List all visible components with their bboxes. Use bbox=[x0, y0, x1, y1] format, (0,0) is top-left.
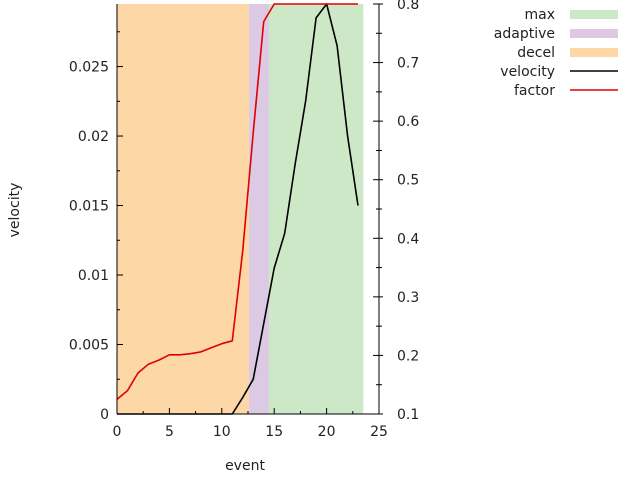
y-right-tick-label: 0.7 bbox=[397, 56, 419, 72]
region-decel bbox=[117, 4, 250, 414]
legend-label-adaptive: adaptive bbox=[494, 26, 555, 42]
y-right-tick-label: 0.8 bbox=[397, 0, 419, 13]
x-tick-label: 10 bbox=[213, 424, 231, 440]
y-left-tick-label: 0.02 bbox=[78, 129, 109, 145]
y-left-tick-label: 0.01 bbox=[78, 268, 109, 284]
y-left-tick-label: 0.015 bbox=[69, 199, 109, 215]
x-tick-label: 0 bbox=[113, 424, 122, 440]
legend-swatch-decel bbox=[570, 48, 618, 57]
y-right-tick-label: 0.5 bbox=[397, 173, 419, 189]
y-right-tick-label: 0.2 bbox=[397, 348, 419, 364]
series-line-factor bbox=[116, 3, 358, 401]
x-tick-label: 25 bbox=[370, 424, 388, 440]
axes: 0 5 10 15 20 25 0 0.005 0.01 0.015 0.02 0.025 0.1 0.2… bbox=[69, 0, 419, 440]
y-right-tick-label: 0.3 bbox=[397, 290, 419, 306]
legend-label-velocity: velocity bbox=[500, 64, 555, 80]
y-right-tick-label: 0.4 bbox=[397, 231, 419, 247]
y-right-tick-label: 0.6 bbox=[397, 114, 419, 130]
x-tick-label: 15 bbox=[265, 424, 283, 440]
y-right-tick-label: 0.1 bbox=[397, 407, 419, 423]
y-axis-title: velocity bbox=[7, 183, 23, 238]
legend-swatch-adaptive bbox=[570, 29, 618, 38]
y-left-tick-label: 0 bbox=[100, 407, 109, 423]
x-tick-label: 20 bbox=[318, 424, 336, 440]
region-max bbox=[268, 4, 364, 414]
x-axis-title: event bbox=[225, 458, 265, 474]
x-tick-label: 5 bbox=[165, 424, 174, 440]
y-left-tick-label: 0.025 bbox=[69, 60, 109, 76]
legend: max adaptive decel velocity factor bbox=[494, 7, 618, 99]
region-adaptive bbox=[249, 4, 269, 414]
legend-label-factor: factor bbox=[514, 83, 555, 99]
legend-swatch-max bbox=[570, 10, 618, 19]
y-left-tick-label: 0.005 bbox=[69, 338, 109, 354]
legend-label-max: max bbox=[524, 7, 555, 23]
legend-label-decel: decel bbox=[517, 45, 555, 61]
shaded-regions bbox=[117, 4, 364, 414]
